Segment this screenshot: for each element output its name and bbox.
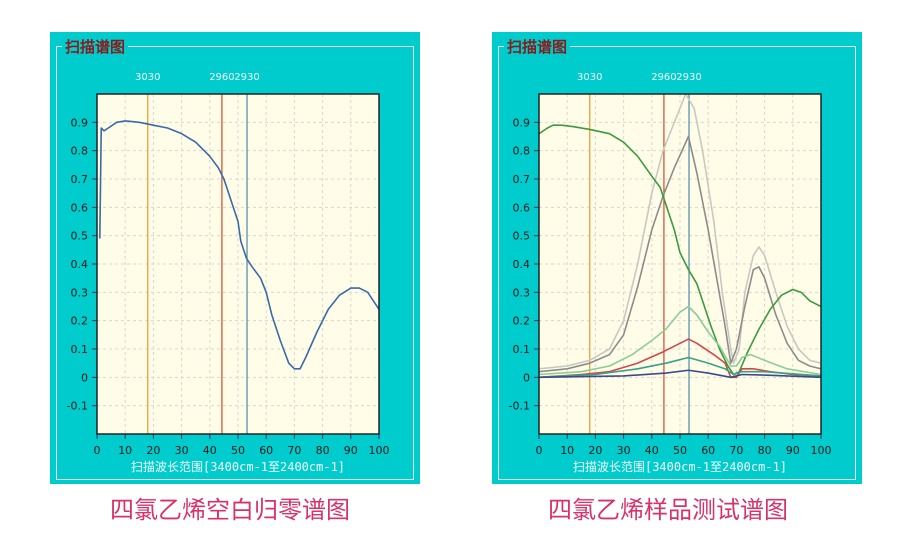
marker-label-2930: 2930 (676, 72, 701, 83)
plot-border (538, 93, 822, 435)
y-tick-label: 0.9 (71, 116, 89, 129)
marker-label-3030: 3030 (135, 72, 160, 83)
y-tick-label: 0.6 (513, 201, 531, 214)
y-tick-label: 0.7 (513, 173, 531, 186)
x-tick-label: 30 (175, 444, 189, 457)
panel-title: 扫描谱图 (504, 36, 571, 57)
panel-frame (498, 46, 856, 480)
x-tick-label: 80 (758, 444, 772, 457)
series-line-5 (539, 356, 821, 379)
marker-label-2960: 2960 (209, 72, 234, 83)
y-tick-label: 0.5 (513, 230, 531, 243)
y-tick-label: -0.1 (509, 400, 530, 413)
x-tick-label: 60 (701, 444, 715, 457)
series-line-2 (539, 124, 821, 376)
x-axis-label: 扫描波长范围[3400cm-1至2400cm-1] (573, 460, 787, 474)
x-tick-label: 0 (94, 444, 101, 457)
y-tick-label: 0 (81, 371, 88, 384)
y-tick-label: 0.2 (513, 315, 531, 328)
y-tick-label: 0.3 (513, 286, 531, 299)
x-tick-label: 90 (786, 444, 800, 457)
series-line-6 (539, 369, 821, 379)
y-tick-label: 0.6 (71, 201, 89, 214)
x-tick-label: 50 (673, 444, 687, 457)
y-tick-label: -0.1 (67, 400, 88, 413)
x-tick-label: 60 (259, 444, 273, 457)
x-tick-label: 0 (536, 444, 543, 457)
y-tick-label: 0.2 (71, 315, 89, 328)
x-tick-label: 20 (146, 444, 160, 457)
marker-label-2930: 2930 (234, 72, 259, 83)
sample-spectrum-caption: 四氯乙烯样品测试谱图 (548, 496, 788, 524)
x-tick-label: 80 (316, 444, 330, 457)
x-tick-label: 70 (729, 444, 743, 457)
y-tick-label: 0.9 (513, 116, 531, 129)
y-tick-label: 0.1 (71, 343, 89, 356)
x-tick-label: 50 (231, 444, 245, 457)
x-tick-label: 10 (118, 444, 132, 457)
series-line-0 (99, 120, 379, 370)
y-tick-label: 0.4 (71, 258, 89, 271)
y-tick-label: 0.8 (71, 145, 89, 158)
x-tick-label: 20 (588, 444, 602, 457)
x-tick-label: 10 (560, 444, 574, 457)
marker-label-3030: 3030 (577, 72, 602, 83)
x-tick-label: 100 (369, 444, 390, 457)
y-tick-label: 0.8 (513, 145, 531, 158)
blank-spectrum-chart: 0 10 20 30 40 50 60 70 80 90 100 -0.1 0 0.1 0.2 0.3 0.4 0… (67, 72, 390, 474)
x-tick-label: 70 (287, 444, 301, 457)
series-line-3 (539, 305, 821, 376)
plot-border (96, 93, 380, 435)
series-line-1 (539, 135, 821, 373)
x-axis-label: 扫描波长范围[3400cm-1至2400cm-1] (131, 460, 345, 474)
x-tick-label: 40 (203, 444, 217, 457)
y-tick-label: 0.7 (71, 173, 89, 186)
x-tick-label: 100 (811, 444, 832, 457)
y-tick-label: 0.4 (513, 258, 531, 271)
series-line-4 (539, 338, 821, 379)
x-tick-label: 90 (344, 444, 358, 457)
series-line-0 (539, 94, 821, 370)
marker-label-2960: 2960 (651, 72, 676, 83)
x-tick-label: 30 (617, 444, 631, 457)
sample-spectrum-chart: 0 10 20 30 40 50 60 70 80 90 100 -0.1 0 0.1 0.2 0.3 0.4 0… (509, 72, 832, 474)
sample-spectrum-panel: 扫描谱图 0 10 20 30 40 50 60 70 80 90 100 -0.1 0 0.1 0.2 0.… (492, 32, 862, 484)
y-tick-label: 0.5 (71, 230, 89, 243)
x-tick-label: 40 (645, 444, 659, 457)
blank-spectrum-caption: 四氯乙烯空白归零谱图 (110, 496, 350, 524)
panel-title: 扫描谱图 (62, 36, 129, 57)
y-tick-label: 0 (523, 371, 530, 384)
y-tick-label: 0.3 (71, 286, 89, 299)
blank-spectrum-panel: 扫描谱图 0 10 20 30 40 50 60 70 80 90 100 -0.1 0 0.1 0.2 0.… (50, 32, 420, 484)
y-tick-label: 0.1 (513, 343, 531, 356)
panel-frame (56, 46, 414, 480)
